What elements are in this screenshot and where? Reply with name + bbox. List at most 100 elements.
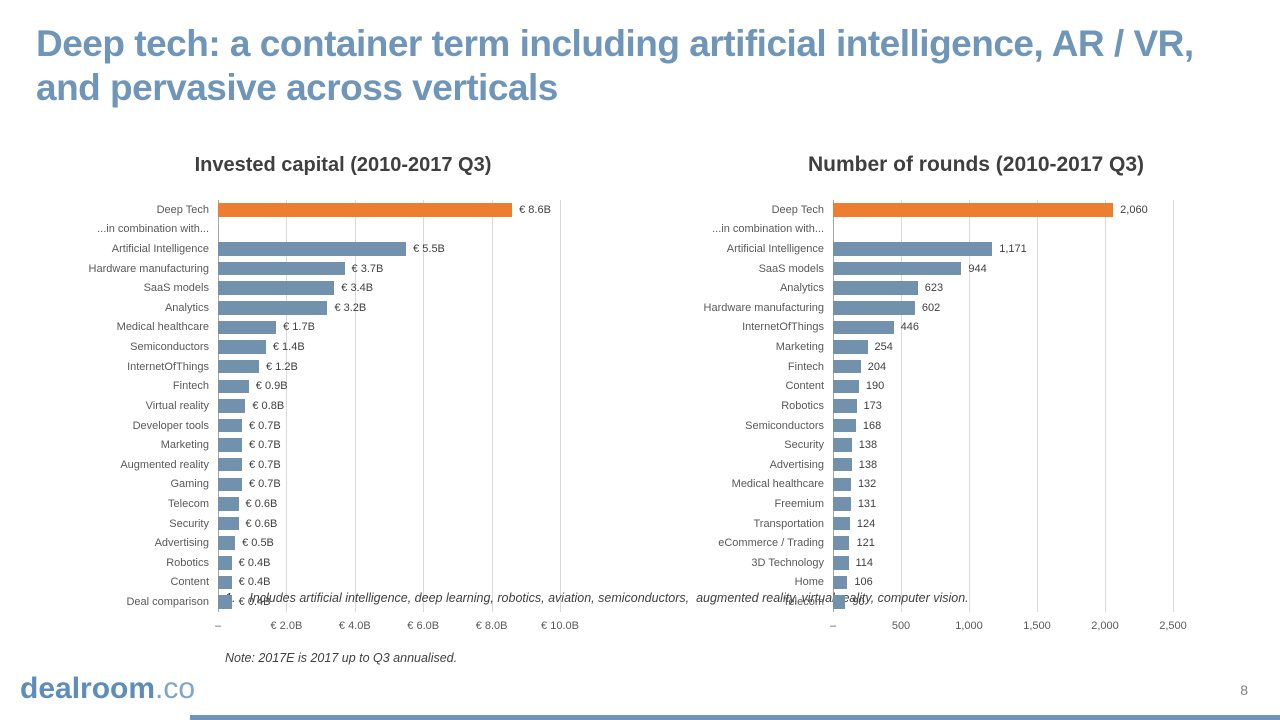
value-label: 190 (865, 380, 885, 393)
value-label: 132 (857, 478, 877, 491)
category-label: InternetOfThings (742, 321, 824, 334)
value-label: 1,171 (999, 243, 1027, 256)
bar-track: € 3.2B (218, 301, 560, 315)
bar (833, 497, 851, 511)
bar (833, 438, 852, 452)
bar (218, 281, 335, 295)
axis-tick-label: € 4.0B (338, 619, 371, 632)
category-label: Transportation (753, 517, 824, 530)
gridline (1173, 200, 1174, 612)
bar (218, 497, 239, 511)
chart-row: Fintech 204 (657, 357, 1173, 377)
value-label: € 3.2B (334, 301, 367, 314)
bar-track: € 0.5B (218, 536, 560, 550)
chart-row: Hardware manufacturing 602 (657, 298, 1173, 318)
bar-track: 106 (833, 575, 1173, 590)
bar-track: 168 (833, 418, 1173, 433)
axis-tick-label: 2,500 (1159, 619, 1187, 632)
chart-row: Marketing € 0.7B (60, 435, 560, 455)
bar-track: 131 (833, 497, 1173, 511)
bar (833, 242, 993, 256)
gridline (1105, 200, 1106, 612)
value-label: € 0.4B (238, 595, 271, 608)
chart-row: 3D Technology 114 (657, 553, 1173, 573)
bar-track: 204 (833, 359, 1173, 374)
axis-tick-label: 1,000 (955, 619, 983, 632)
chart-row: SaaS models 944 (657, 259, 1173, 279)
bar (833, 575, 848, 590)
category-label: SaaS models (758, 262, 824, 275)
x-axis: – € 2.0B € 4.0B € 6.0B € 8.0B € 10.0B (214, 619, 579, 636)
bar (833, 340, 868, 354)
bar-track: € 0.9B (218, 379, 560, 394)
gridline (354, 200, 356, 612)
bar (833, 457, 852, 472)
gridline (560, 200, 561, 612)
highlight-bar (833, 203, 1114, 217)
category-label: eCommerce / Trading (718, 537, 824, 550)
bar-rows: Deep Tech € 8.6B ...in combination with...… (60, 200, 560, 612)
chart-title: Invested capital (2010-2017 Q3) (194, 154, 492, 176)
category-label: Security (169, 517, 209, 530)
value-label: € 0.4B (238, 556, 271, 569)
bar-track: 138 (833, 457, 1173, 472)
chart-row: Developer tools € 0.7B (60, 416, 560, 436)
value-label: 90 (852, 595, 865, 608)
bar (833, 379, 859, 394)
category-label: Medical healthcare (731, 478, 824, 491)
value-label: € 0.9B (255, 380, 288, 393)
category-label: Content (170, 576, 209, 589)
page-number: 8 (1240, 682, 1248, 698)
bar-track: 138 (833, 438, 1173, 452)
value-label: 254 (874, 341, 893, 354)
chart-row: ...in combination with... (60, 220, 560, 240)
bar-track: € 0.4B (218, 556, 560, 570)
bar-track: 2,060 (833, 203, 1173, 217)
value-label: € 0.7B (248, 478, 281, 491)
value-label: € 0.6B (245, 517, 278, 530)
chart-plot-area: Deep Tech € 8.6B ...in combination with...… (60, 200, 579, 636)
chart-plot-area: Deep Tech 2,060 ...in combination with... A… (657, 200, 1187, 636)
category-label: Robotics (166, 556, 209, 569)
value-label: € 1.4B (272, 341, 305, 354)
bar-track: € 1.7B (218, 320, 560, 335)
bar (833, 281, 918, 295)
value-label: € 3.7B (351, 262, 384, 275)
bar (218, 418, 242, 433)
bar-track: 114 (833, 556, 1173, 570)
category-label: Deep Tech (156, 203, 209, 216)
category-label: 3D Technology (751, 556, 824, 569)
value-label: € 3.4B (341, 282, 374, 295)
category-label: Analytics (164, 301, 209, 314)
chart-row: Medical healthcare € 1.7B (60, 318, 560, 338)
category-label: Hardware manufacturing (703, 301, 824, 314)
value-label: 2,060 (1120, 203, 1148, 216)
bar (833, 320, 894, 335)
bar-track: € 0.4B (218, 595, 560, 609)
bar-track: € 0.6B (218, 497, 560, 511)
category-label: Semiconductors (745, 419, 824, 432)
category-label: Hardware manufacturing (88, 262, 209, 275)
bar (833, 516, 850, 531)
footnote-line-1: 1. Includes artificial intelligence, dee… (225, 591, 969, 605)
slide-title: Deep tech: a container term including ar… (36, 23, 1194, 108)
chart-row: Telecom 90 (657, 592, 1173, 612)
chart-row: InternetOfThings 446 (657, 318, 1173, 338)
value-label: € 8.6B (519, 203, 551, 216)
value-label: € 0.6B (245, 497, 278, 510)
axis-tick-label: € 10.0B (541, 619, 579, 632)
bar-track: 121 (833, 536, 1173, 550)
bar (833, 556, 849, 570)
value-label: 944 (968, 262, 987, 275)
bar-track: 623 (833, 281, 1173, 295)
chart-row: Medical healthcare 132 (657, 475, 1173, 495)
bar (218, 261, 345, 276)
chart-row: Security 138 (657, 435, 1173, 455)
bar (218, 575, 232, 590)
bar-track: 190 (833, 379, 1173, 394)
bar-track (218, 223, 560, 237)
bar (218, 457, 242, 472)
chart-row: Robotics € 0.4B (60, 553, 560, 573)
axis-tick-label: – (214, 619, 222, 632)
